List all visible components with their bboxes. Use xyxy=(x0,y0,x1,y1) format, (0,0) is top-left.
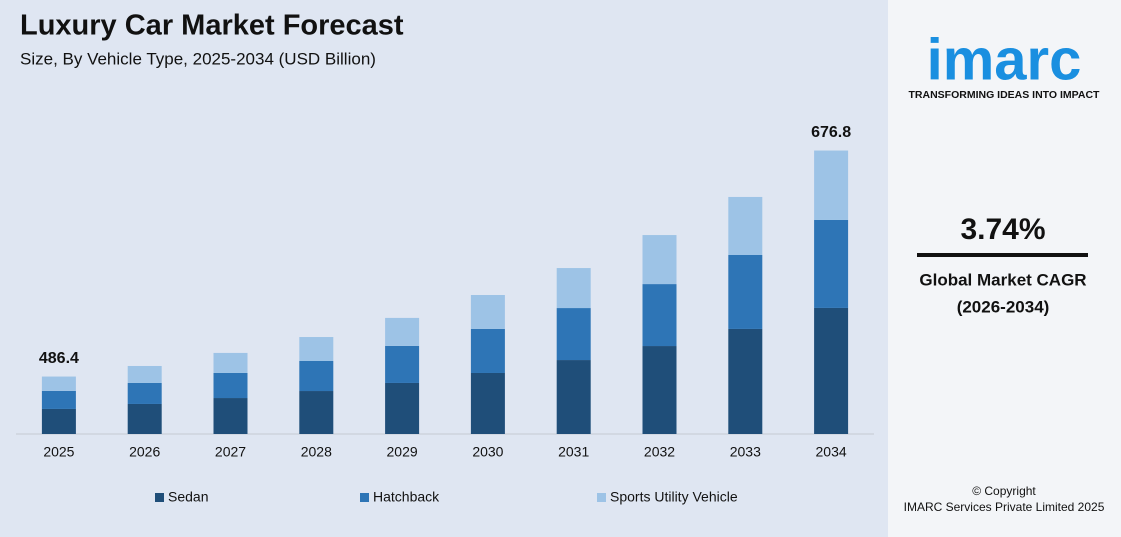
legend-swatch xyxy=(155,493,164,502)
x-tick-label: 2032 xyxy=(644,444,675,460)
tagline: TRANSFORMING IDEAS INTO IMPACT xyxy=(909,89,1101,101)
bar-segment xyxy=(299,360,334,392)
bar-segment xyxy=(470,372,505,434)
x-tick-label: 2031 xyxy=(558,444,589,460)
total-label: 676.8 xyxy=(811,124,851,141)
bar-segment xyxy=(642,346,677,434)
bar-segment xyxy=(385,345,420,383)
company: IMARC Services Private Limited 2025 xyxy=(904,500,1105,514)
bar-segment xyxy=(127,382,162,404)
x-tick-label: 2033 xyxy=(730,444,761,460)
cagr-period: (2026-2034) xyxy=(957,297,1050,316)
bar-segment xyxy=(556,360,591,434)
bar-segment xyxy=(470,328,505,373)
x-tick-label: 2030 xyxy=(472,444,503,460)
legend-label: Sports Utility Vehicle xyxy=(610,489,738,505)
chart-subtitle: Size, By Vehicle Type, 2025-2034 (USD Bi… xyxy=(20,49,376,68)
cagr-label: Global Market CAGR xyxy=(919,270,1086,289)
bar-segment xyxy=(728,328,763,434)
bar-segment xyxy=(814,219,849,308)
bar-segment xyxy=(814,150,849,220)
legend-label: Sedan xyxy=(168,489,208,505)
logo: imarc xyxy=(927,27,1082,92)
side-panel xyxy=(888,0,1121,537)
bar-segment xyxy=(385,317,420,346)
bar-segment xyxy=(642,235,677,285)
bar-segment xyxy=(728,254,763,329)
chart-title: Luxury Car Market Forecast xyxy=(20,10,404,42)
legend-swatch xyxy=(360,493,369,502)
bar-segment xyxy=(127,403,162,434)
x-tick-label: 2028 xyxy=(301,444,332,460)
copyright: © Copyright xyxy=(972,484,1036,498)
bar-segment xyxy=(470,294,505,329)
bar-segment xyxy=(213,398,248,434)
bar-segment xyxy=(213,372,248,399)
bar-segment xyxy=(556,268,591,309)
total-label: 486.4 xyxy=(39,350,79,367)
bar-segment xyxy=(556,308,591,361)
bar-segment xyxy=(299,337,334,361)
bar-segment xyxy=(642,284,677,347)
bar-segment xyxy=(728,196,763,255)
bar-segment xyxy=(127,365,162,383)
bar-segment xyxy=(385,382,420,434)
cagr-value: 3.74% xyxy=(960,213,1045,246)
x-tick-label: 2034 xyxy=(816,444,847,460)
legend-swatch xyxy=(597,493,606,502)
bar-segment xyxy=(814,307,849,434)
bar-segment xyxy=(41,376,76,391)
divider xyxy=(917,253,1088,257)
x-tick-label: 2029 xyxy=(387,444,418,460)
x-tick-label: 2026 xyxy=(129,444,160,460)
legend-label: Hatchback xyxy=(373,489,440,505)
bar-segment xyxy=(213,352,248,373)
x-tick-label: 2027 xyxy=(215,444,246,460)
x-tick-label: 2025 xyxy=(43,444,74,460)
bar-segment xyxy=(41,390,76,409)
bar-segment xyxy=(41,408,76,434)
bar-segment xyxy=(299,391,334,434)
